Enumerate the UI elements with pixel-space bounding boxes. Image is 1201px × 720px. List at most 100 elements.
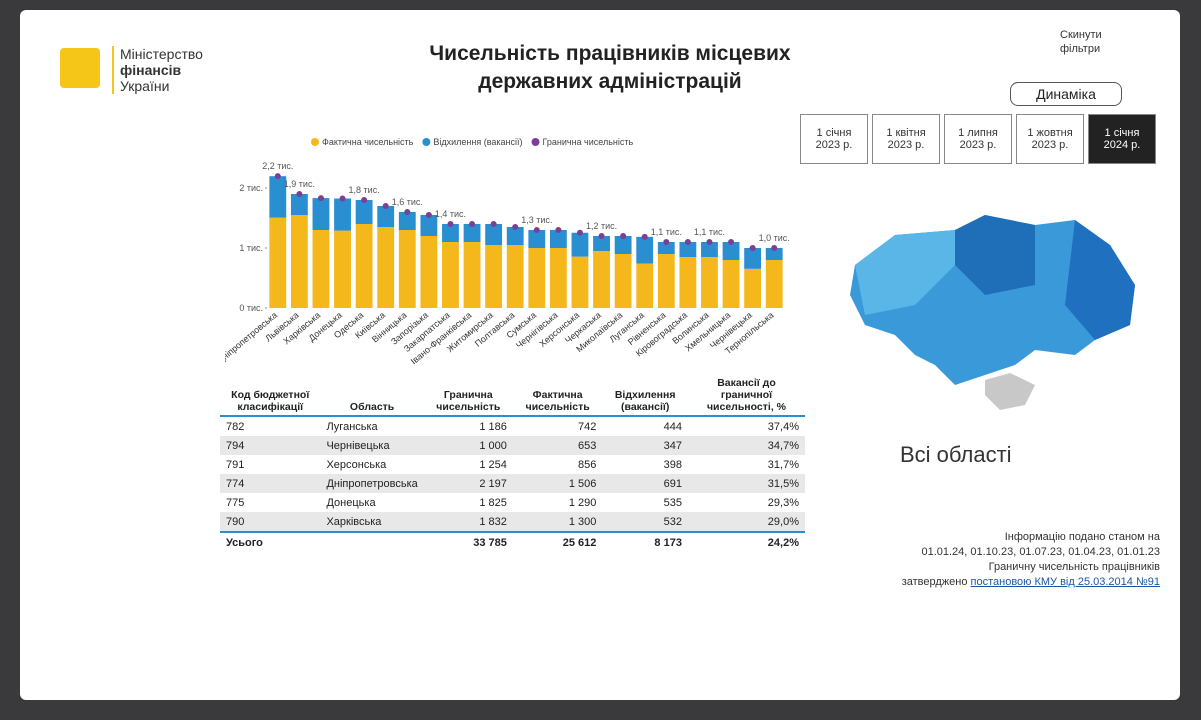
limit-dot xyxy=(533,227,540,233)
cell: 535 xyxy=(663,496,682,509)
column-header: Код бюджетної класифікації xyxy=(220,375,321,417)
cell: 31,7% xyxy=(767,458,799,471)
data-label: 1,8 тис. xyxy=(349,185,380,195)
footer-text: Інформацію подано станом на xyxy=(1004,531,1160,543)
cell: Донецька xyxy=(326,496,376,509)
cell: 31,5% xyxy=(687,474,805,493)
bar-segment xyxy=(636,236,654,264)
legend-marker xyxy=(422,138,431,146)
table-row: 782 Луганська 1 186 742 444 37,4% xyxy=(220,416,805,436)
cell: Дніпропетровська xyxy=(320,474,424,493)
dynamics-button[interactable]: Динаміка xyxy=(1010,82,1122,106)
decree-link[interactable]: постановою КМУ від 25.03.2014 №91 xyxy=(970,576,1160,588)
limit-dot xyxy=(447,221,454,227)
date-button[interactable]: 1 липня 2023 р. xyxy=(944,114,1012,164)
data-label: 1,1 тис. xyxy=(694,227,725,237)
data-label: 1,2 тис. xyxy=(586,221,617,231)
footer-text: Граничну чисельність працівників xyxy=(988,561,1160,573)
data-label: 2,2 тис. xyxy=(262,161,293,171)
bar-segment xyxy=(528,230,546,248)
cell: Харківська xyxy=(320,512,424,532)
bar-segment xyxy=(377,227,395,308)
limit-dot xyxy=(490,221,497,227)
bar-segment xyxy=(679,242,697,257)
map-crimea xyxy=(985,373,1035,410)
footer-text: 01.01.24, 01.10.23, 01.07.23, 01.04.23, … xyxy=(921,546,1160,558)
cell: 29,3% xyxy=(767,496,799,509)
bar-segment xyxy=(657,242,675,254)
bar-segment xyxy=(549,230,567,248)
limit-dot xyxy=(663,239,670,245)
table-row: 791 Херсонська 1 254 856 398 31,7% xyxy=(220,455,805,474)
limit-dot xyxy=(641,233,648,240)
limit-dot xyxy=(706,239,713,245)
limit-dot xyxy=(361,197,368,203)
cell: 34,7% xyxy=(687,436,805,455)
column-header: Відхилення (вакансії) xyxy=(602,375,688,417)
total-row: Усього 33 785 25 612 8 173 24,2% xyxy=(220,531,805,552)
cell: 856 xyxy=(578,458,597,471)
logo-mark xyxy=(60,48,100,88)
bar-segment xyxy=(701,257,718,308)
cell: 1 290 xyxy=(568,496,597,509)
legend-marker xyxy=(311,138,319,146)
cell: 691 xyxy=(602,474,688,493)
screen: Міністерство фінансів України Чисельніст… xyxy=(20,10,1180,700)
cell: 37,4% xyxy=(767,420,799,433)
total-cell: 8 173 xyxy=(602,531,688,552)
bar-segment xyxy=(636,263,654,308)
bar-segment xyxy=(679,257,697,308)
logo-line: України xyxy=(120,78,170,94)
cell: 1 186 xyxy=(479,420,507,433)
cell: 29,0% xyxy=(687,512,805,532)
legend-marker xyxy=(531,138,540,146)
date-button[interactable]: 1 січня 2023 р. xyxy=(800,114,868,164)
footer: Інформацію подано станом на 01.01.24, 01… xyxy=(880,530,1160,590)
map-region xyxy=(955,215,1035,295)
bar-segment xyxy=(420,236,438,308)
limit-dot xyxy=(404,209,411,215)
bar-segment xyxy=(744,248,762,269)
cell: Чернівецька xyxy=(320,436,424,455)
column-header: Гранична чисельність xyxy=(423,375,513,417)
total-cell: 24,2% xyxy=(687,531,805,552)
bar-segment xyxy=(398,212,416,230)
bar-segment xyxy=(312,230,330,308)
date-button[interactable]: 1 жовтня 2023 р. xyxy=(1016,114,1084,164)
legend-label: Відхилення (вакансії) xyxy=(433,137,522,147)
table-row: 790 Харківська 1 832 1 300 532 29,0% xyxy=(220,512,805,532)
limit-dot xyxy=(576,229,583,236)
bar-segment xyxy=(290,215,308,308)
logo-line: Міністерство xyxy=(120,46,203,62)
date-button[interactable]: 1 квітня 2023 р. xyxy=(872,114,940,164)
column-header: Фактична чисельність xyxy=(512,375,603,417)
bar-segment xyxy=(269,176,287,218)
data-label: 1,4 тис. xyxy=(435,209,466,219)
bar-segment xyxy=(442,242,459,308)
bar-segment xyxy=(334,198,351,231)
logo: Міністерство фінансів України xyxy=(112,46,203,94)
bar-segment xyxy=(312,198,330,230)
cell: Луганська xyxy=(326,420,378,433)
cell: 653 xyxy=(512,436,603,455)
cell: 1 832 xyxy=(423,512,513,532)
reset-filters[interactable]: Скинути фільтри xyxy=(1060,29,1102,55)
y-tick-label: 0 тис. xyxy=(239,303,263,313)
limit-dot xyxy=(296,191,303,197)
bar-segment xyxy=(442,224,459,242)
date-button[interactable]: 1 січня 2024 р. xyxy=(1088,114,1156,164)
limit-dot xyxy=(274,173,281,180)
bar-segment xyxy=(485,245,503,308)
logo-line: фінансів xyxy=(120,62,182,78)
column-header: Область xyxy=(320,375,424,417)
total-cell: Усього xyxy=(220,531,424,552)
bar-segment xyxy=(722,242,740,260)
bar-segment xyxy=(593,236,610,251)
bar-segment xyxy=(377,206,395,227)
bar-segment xyxy=(485,224,503,245)
total-cell: 25 612 xyxy=(512,531,603,552)
bar-segment xyxy=(701,242,718,257)
table-row: 774 Дніпропетровська 2 197 1 506 691 31,5% xyxy=(220,474,805,493)
footer-line: затверджено постановою КМУ від 25.03.201… xyxy=(880,575,1160,590)
cell: 1 000 xyxy=(423,436,513,455)
